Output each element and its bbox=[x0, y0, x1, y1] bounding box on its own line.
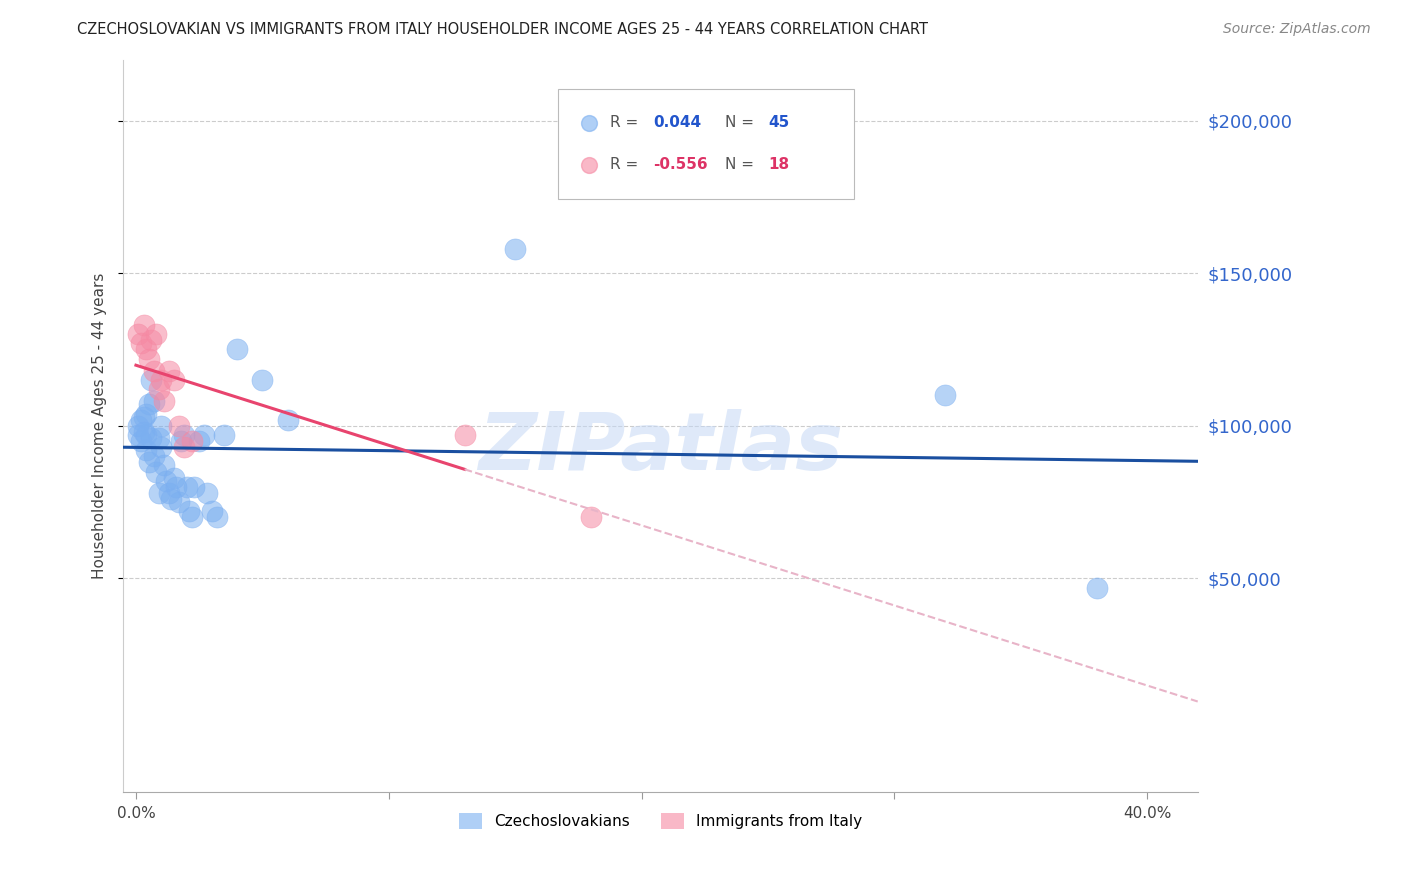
Point bbox=[167, 418, 190, 433]
Text: CZECHOSLOVAKIAN VS IMMIGRANTS FROM ITALY HOUSEHOLDER INCOME AGES 25 - 44 YEARS C: CZECHOSLOVAKIAN VS IMMIGRANTS FROM ITALY… bbox=[77, 22, 928, 37]
Point bbox=[139, 431, 162, 445]
Point bbox=[135, 407, 157, 421]
Point bbox=[170, 434, 193, 448]
Point bbox=[142, 394, 165, 409]
Legend: Czechoslovakians, Immigrants from Italy: Czechoslovakians, Immigrants from Italy bbox=[453, 807, 868, 836]
Point bbox=[155, 474, 177, 488]
Point bbox=[173, 440, 195, 454]
Point bbox=[127, 327, 149, 342]
Text: N =: N = bbox=[725, 157, 754, 172]
Point bbox=[173, 428, 195, 442]
Point bbox=[201, 504, 224, 518]
Point bbox=[1219, 723, 1241, 738]
Point bbox=[152, 458, 174, 473]
Point bbox=[145, 465, 167, 479]
Text: 0.044: 0.044 bbox=[652, 115, 702, 130]
Point bbox=[132, 409, 155, 424]
Point bbox=[132, 425, 155, 439]
Point bbox=[142, 450, 165, 464]
Point bbox=[150, 373, 173, 387]
Point bbox=[183, 480, 205, 494]
Point bbox=[127, 418, 149, 433]
FancyBboxPatch shape bbox=[558, 89, 853, 199]
Point bbox=[163, 373, 186, 387]
Point bbox=[934, 388, 956, 402]
Point bbox=[579, 510, 602, 524]
Point bbox=[188, 434, 211, 448]
Point bbox=[453, 428, 475, 442]
Point bbox=[157, 486, 180, 500]
Point bbox=[195, 486, 218, 500]
Text: 18: 18 bbox=[768, 157, 789, 172]
Point bbox=[148, 382, 170, 396]
Point bbox=[135, 428, 157, 442]
Point bbox=[277, 412, 299, 426]
Point bbox=[226, 343, 249, 357]
Point bbox=[157, 364, 180, 378]
Point bbox=[150, 418, 173, 433]
Point bbox=[180, 510, 202, 524]
Point bbox=[1219, 723, 1241, 738]
Point bbox=[127, 428, 149, 442]
Point bbox=[176, 480, 198, 494]
Point bbox=[138, 351, 160, 366]
Point bbox=[139, 334, 162, 348]
Point bbox=[252, 373, 274, 387]
Point bbox=[138, 455, 160, 469]
Point bbox=[135, 443, 157, 458]
Point bbox=[129, 336, 152, 351]
Point bbox=[180, 434, 202, 448]
Point bbox=[214, 428, 236, 442]
Point bbox=[177, 504, 200, 518]
Point bbox=[150, 440, 173, 454]
Point bbox=[193, 428, 215, 442]
Point bbox=[148, 486, 170, 500]
Text: N =: N = bbox=[725, 115, 754, 130]
Point bbox=[205, 510, 228, 524]
Point bbox=[129, 412, 152, 426]
Point bbox=[152, 394, 174, 409]
Point bbox=[129, 434, 152, 448]
Text: Source: ZipAtlas.com: Source: ZipAtlas.com bbox=[1223, 22, 1371, 37]
Text: ZIPatlas: ZIPatlas bbox=[478, 409, 844, 487]
Point bbox=[132, 318, 155, 332]
Point bbox=[138, 397, 160, 411]
Text: -0.556: -0.556 bbox=[652, 157, 707, 172]
Y-axis label: Householder Income Ages 25 - 44 years: Householder Income Ages 25 - 44 years bbox=[93, 273, 107, 579]
Point bbox=[145, 327, 167, 342]
Point bbox=[1085, 581, 1108, 595]
Point bbox=[160, 491, 183, 506]
Point bbox=[139, 373, 162, 387]
Point bbox=[135, 343, 157, 357]
Point bbox=[503, 242, 526, 256]
Text: R =: R = bbox=[610, 115, 638, 130]
Point bbox=[148, 431, 170, 445]
Point bbox=[167, 495, 190, 509]
Point bbox=[165, 480, 187, 494]
Point bbox=[163, 470, 186, 484]
Point bbox=[142, 364, 165, 378]
Text: 45: 45 bbox=[768, 115, 789, 130]
Text: R =: R = bbox=[610, 157, 638, 172]
